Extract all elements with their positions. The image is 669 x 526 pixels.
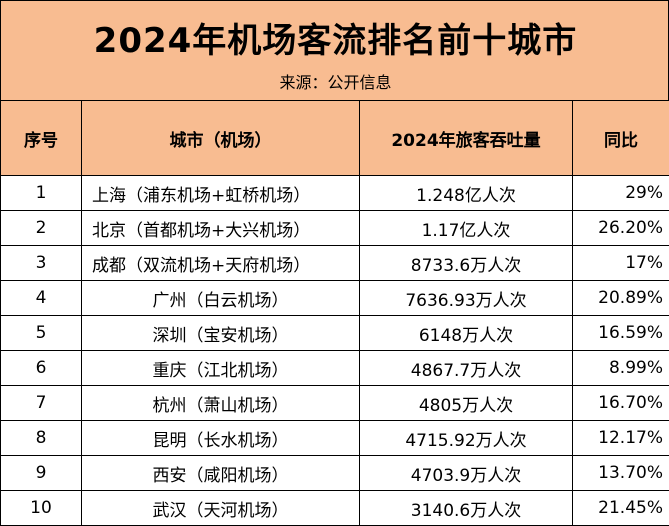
- table-header-row: 序号 城市（机场） 2024年旅客吞吐量 同比: [0, 100, 669, 176]
- source-note: 来源：公开信息: [279, 73, 392, 92]
- table-row: 4 广州（白云机场） 7636.93万人次 20.89%: [0, 280, 669, 316]
- row-index: 1: [0, 175, 82, 211]
- ranking-table: 序号 城市（机场） 2024年旅客吞吐量 同比 1 上海（浦东机场+虹桥机场） …: [0, 100, 669, 526]
- row-passengers: 6148万人次: [359, 315, 573, 351]
- row-city: 杭州（萧山机场）: [81, 385, 360, 421]
- row-passengers: 3140.6万人次: [359, 490, 573, 526]
- row-index: 3: [0, 245, 82, 281]
- row-passengers: 4703.9万人次: [359, 455, 573, 491]
- row-index: 9: [0, 455, 82, 491]
- header-passengers: 2024年旅客吞吐量: [359, 100, 573, 176]
- row-yoy: 16.59%: [572, 315, 669, 351]
- table-row: 10 武汉（天河机场） 3140.6万人次 21.45%: [0, 490, 669, 526]
- row-yoy: 13.70%: [572, 455, 669, 491]
- header-city: 城市（机场）: [81, 100, 360, 176]
- row-yoy: 12.17%: [572, 420, 669, 456]
- row-index: 2: [0, 210, 82, 246]
- row-city: 昆明（长水机场）: [81, 420, 360, 456]
- row-city: 重庆（江北机场）: [81, 350, 360, 386]
- row-yoy: 8.99%: [572, 350, 669, 386]
- row-yoy: 26.20%: [572, 210, 669, 246]
- table-row: 8 昆明（长水机场） 4715.92万人次 12.17%: [0, 420, 669, 456]
- page-title: 2024年机场客流排名前十城市: [93, 21, 578, 61]
- row-index: 8: [0, 420, 82, 456]
- title-block: 2024年机场客流排名前十城市 来源：公开信息: [0, 0, 669, 101]
- row-passengers: 1.17亿人次: [359, 210, 573, 246]
- table-row: 7 杭州（萧山机场） 4805万人次 16.70%: [0, 385, 669, 421]
- row-passengers: 8733.6万人次: [359, 245, 573, 281]
- row-city: 武汉（天河机场）: [81, 490, 360, 526]
- row-passengers: 4867.7万人次: [359, 350, 573, 386]
- row-city: 成都（双流机场+天府机场）: [81, 245, 360, 281]
- row-index: 10: [0, 490, 82, 526]
- row-index: 5: [0, 315, 82, 351]
- table-row: 2 北京（首都机场+大兴机场） 1.17亿人次 26.20%: [0, 210, 669, 246]
- row-city: 深圳（宝安机场）: [81, 315, 360, 351]
- row-yoy: 29%: [572, 175, 669, 211]
- row-yoy: 20.89%: [572, 280, 669, 316]
- table-row: 9 西安（咸阳机场） 4703.9万人次 13.70%: [0, 455, 669, 491]
- row-index: 7: [0, 385, 82, 421]
- header-yoy: 同比: [572, 100, 669, 176]
- row-passengers: 4805万人次: [359, 385, 573, 421]
- row-city: 西安（咸阳机场）: [81, 455, 360, 491]
- row-city: 广州（白云机场）: [81, 280, 360, 316]
- table-row: 3 成都（双流机场+天府机场） 8733.6万人次 17%: [0, 245, 669, 281]
- table-row: 6 重庆（江北机场） 4867.7万人次 8.99%: [0, 350, 669, 386]
- row-index: 4: [0, 280, 82, 316]
- row-yoy: 21.45%: [572, 490, 669, 526]
- header-index: 序号: [0, 100, 82, 176]
- row-city: 北京（首都机场+大兴机场）: [81, 210, 360, 246]
- row-passengers: 4715.92万人次: [359, 420, 573, 456]
- row-yoy: 17%: [572, 245, 669, 281]
- table-row: 1 上海（浦东机场+虹桥机场） 1.248亿人次 29%: [0, 175, 669, 211]
- row-passengers: 7636.93万人次: [359, 280, 573, 316]
- row-index: 6: [0, 350, 82, 386]
- row-passengers: 1.248亿人次: [359, 175, 573, 211]
- table-row: 5 深圳（宝安机场） 6148万人次 16.59%: [0, 315, 669, 351]
- row-city: 上海（浦东机场+虹桥机场）: [81, 175, 360, 211]
- row-yoy: 16.70%: [572, 385, 669, 421]
